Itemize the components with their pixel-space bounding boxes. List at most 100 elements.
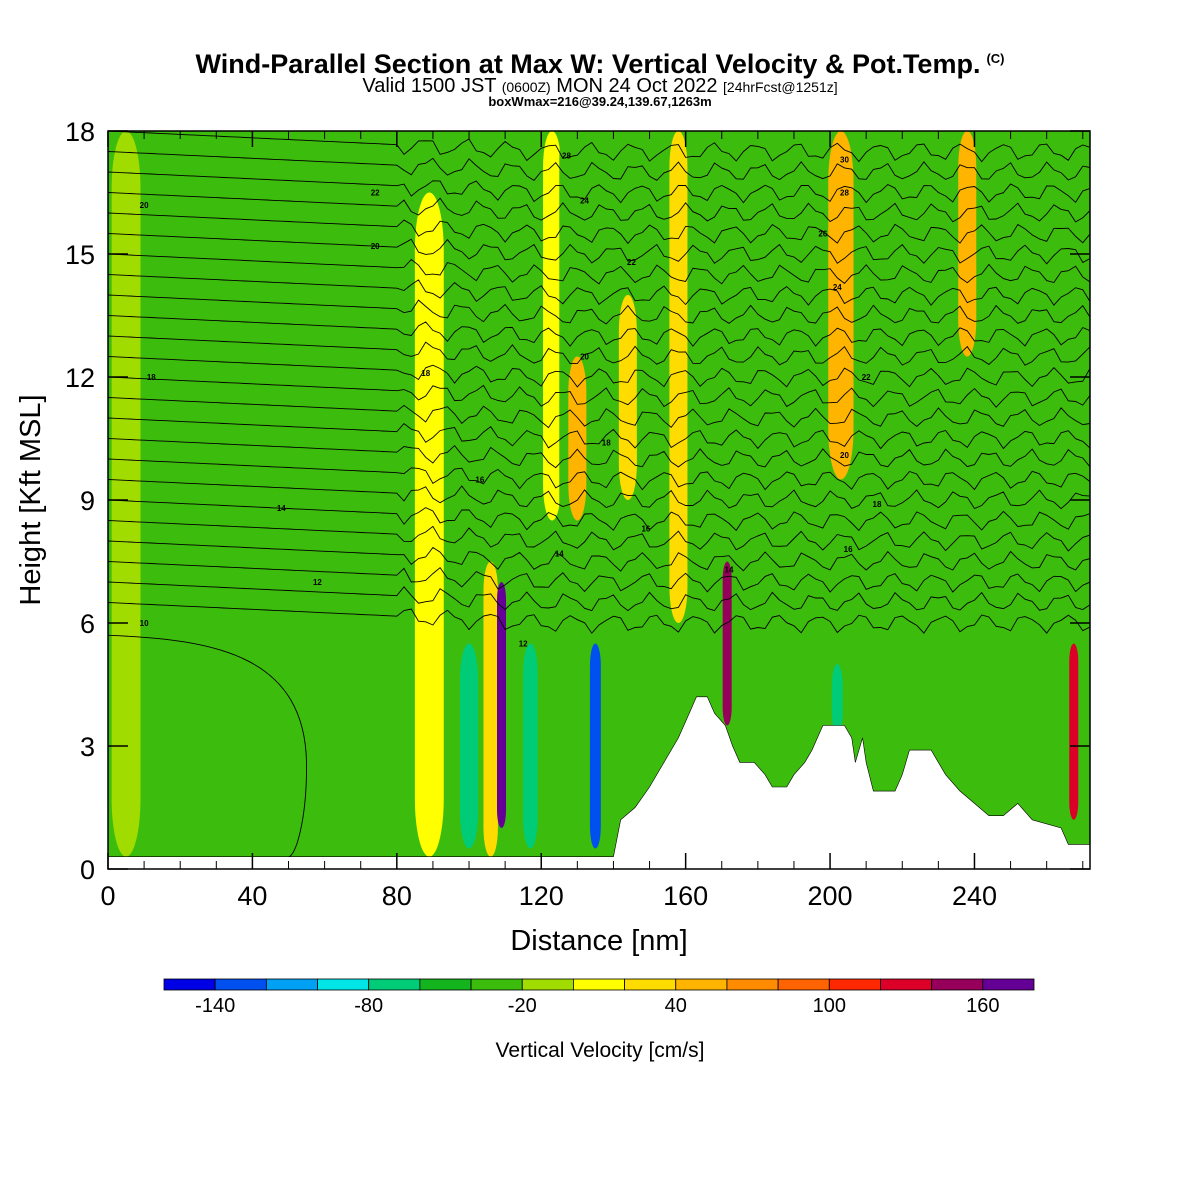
theta-contour-label: 22 — [627, 258, 636, 267]
theta-contour-line — [108, 438, 1090, 469]
theta-contour-line — [108, 192, 1090, 223]
colorbar-label: -20 — [508, 995, 537, 1017]
theta-contour-line — [108, 376, 1090, 408]
colorbar-swatch — [214, 978, 267, 991]
theta-contour-line — [108, 397, 1090, 429]
colorbar-swatch — [880, 978, 933, 991]
y-axis-title: Height [Kft MSL] — [15, 394, 47, 605]
y-tick-label: 0 — [80, 855, 95, 885]
y-tick-label: 12 — [65, 363, 95, 393]
copyright-mark: (C) — [986, 51, 1005, 66]
colorbar-swatch — [726, 978, 779, 991]
theta-contour-label: 20 — [840, 451, 849, 460]
x-tick-label: 240 — [952, 881, 997, 911]
theta-contour-label: 18 — [602, 439, 611, 448]
velocity-band — [958, 131, 977, 357]
theta-contour-line — [108, 581, 1090, 612]
plot-area: 10 12 14 18 20 22 20 18 16 12 14 28 24 22 20 18 16 14 30 28… — [108, 131, 1090, 869]
theta-contour-label: 22 — [862, 373, 871, 382]
colorbar-title: Vertical Velocity [cm/s] — [496, 1039, 705, 1062]
colorbar-label: 160 — [966, 995, 999, 1017]
valid-utc: (0600Z) — [501, 79, 551, 95]
theta-contour-line — [108, 151, 1090, 181]
valid-date: MON 24 Oct 2022 — [556, 75, 718, 97]
velocity-band — [543, 131, 562, 521]
velocity-band — [831, 664, 843, 734]
theta-contour-line — [108, 315, 1090, 347]
colorbar-label: 40 — [665, 995, 687, 1017]
valid-prefix: Valid 1500 JST — [362, 75, 497, 97]
velocity-band — [523, 643, 538, 849]
theta-contour-line — [108, 335, 1090, 366]
x-tick-label: 160 — [663, 881, 708, 911]
velocity-band — [460, 643, 479, 849]
theta-contour-line — [108, 253, 1090, 285]
colorbar-swatch — [419, 978, 472, 991]
velocity-band — [497, 582, 507, 828]
theta-contour-line — [108, 540, 1090, 572]
velocity-band — [414, 192, 444, 857]
title-block: Wind-Parallel Section at Max W: Vertical… — [0, 44, 1200, 108]
colorbar-swatch — [368, 978, 421, 991]
theta-contour-line — [108, 171, 1090, 204]
colorbar-swatch — [265, 978, 318, 991]
theta-contour-label: 12 — [519, 640, 528, 649]
theta-contour-label: 20 — [140, 201, 149, 210]
x-tick-label: 0 — [100, 881, 115, 911]
theta-contour-line — [108, 294, 1090, 325]
x-tick-label: 40 — [237, 881, 267, 911]
theta-contour-line — [108, 561, 1090, 593]
y-tick-label: 6 — [80, 609, 95, 639]
theta-contour-label: 26 — [818, 230, 827, 239]
velocity-band — [111, 131, 141, 857]
theta-contour-labels: 10 12 14 18 20 22 20 18 16 12 14 28 24 22 20 18 16 14 30 28… — [140, 152, 882, 649]
velocity-band — [669, 131, 688, 623]
velocity-band — [722, 561, 732, 726]
velocity-band — [743, 131, 758, 705]
colorbar-swatch — [777, 978, 830, 991]
velocity-band — [483, 561, 498, 857]
colorbar-swatch — [675, 978, 728, 991]
theta-contour-line — [108, 458, 1090, 491]
forecast-info: [24hrFcst@1251z] — [723, 79, 838, 95]
colorbar-swatch — [931, 978, 984, 991]
theta-contour-line — [108, 520, 1090, 552]
colorbar-swatch — [828, 978, 881, 991]
theta-contour-label: 14 — [277, 504, 286, 513]
theta-contour-label: 24 — [580, 197, 589, 206]
theta-contour-label: 18 — [421, 369, 430, 378]
theta-contour-line — [108, 233, 1090, 265]
theta-contour-label: 28 — [562, 152, 571, 161]
theta-contour-label: 22 — [371, 189, 380, 198]
y-tick-label: 18 — [65, 117, 95, 147]
theta-contour-label: 20 — [371, 242, 380, 251]
colorbar-swatch — [573, 978, 625, 991]
y-tick-label: 3 — [80, 732, 95, 762]
colorbar-label: 100 — [813, 995, 846, 1017]
velocity-band — [568, 356, 587, 521]
axis-ticks: 0 40 80 120 160 200 240 0 3 6 9 12 15 18 — [65, 117, 1090, 911]
theta-contour-label: 24 — [833, 283, 842, 292]
theta-contour-label: 16 — [641, 525, 650, 534]
chart-title-text: Wind-Parallel Section at Max W: Vertical… — [195, 49, 981, 79]
theta-contours — [108, 131, 1090, 858]
x-tick-label: 200 — [808, 881, 853, 911]
colorbar-swatch — [317, 978, 370, 991]
colorbar-label: -140 — [195, 995, 235, 1017]
theta-contour-line — [108, 634, 308, 858]
x-axis-title: Distance [nm] — [510, 925, 687, 957]
colorbar-swatch — [624, 978, 677, 991]
theta-contour-label: 18 — [147, 373, 156, 382]
theta-contour-line — [108, 274, 1090, 306]
colorbar: -140 -80 -20 40 100 160 — [163, 978, 1035, 1017]
colorbar-label: -80 — [354, 995, 383, 1017]
velocity-band — [559, 131, 574, 746]
velocity-band — [1069, 643, 1079, 820]
colorbar-swatch — [521, 978, 574, 991]
theta-contour-line — [108, 212, 1090, 245]
theta-contour-label: 16 — [844, 545, 853, 554]
theta-contour-label: 10 — [140, 619, 149, 628]
valid-time-line: Valid 1500 JST (0600Z) MON 24 Oct 2022 [… — [0, 76, 1200, 97]
terrain-mask — [108, 696, 1090, 869]
